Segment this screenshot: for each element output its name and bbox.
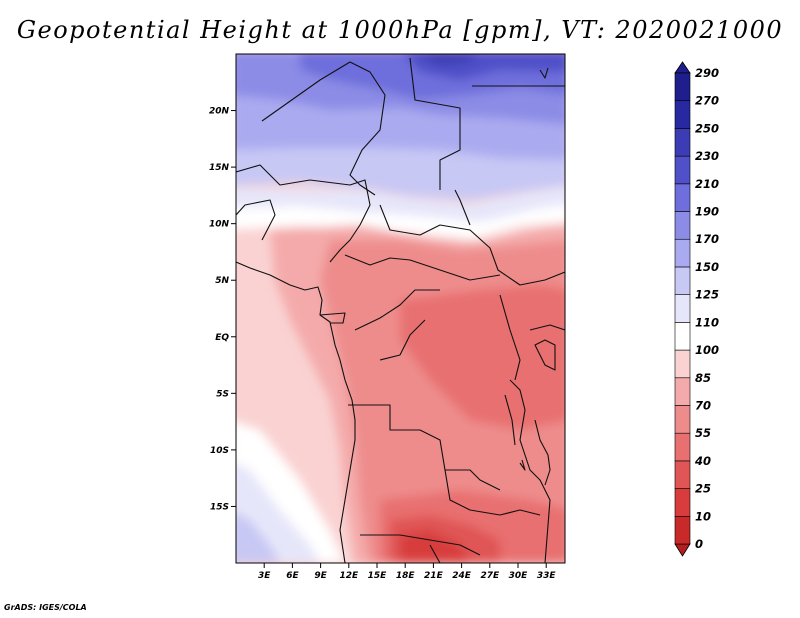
colorbar-swatch [674,460,691,489]
colorbar-swatch [674,515,691,545]
colorbar-level-label: 210 [695,177,719,191]
colorbar-swatch [674,155,691,185]
colorbar-swatch [674,349,691,379]
colorbar-swatch [674,488,691,517]
lat-tick-label: 20N [209,107,230,117]
colorbar-level-label: 270 [695,94,719,108]
colorbar-level-label: 0 [695,537,703,551]
colorbar-upper-triangle [674,61,691,74]
lat-tick-label: 10N [209,220,230,230]
colorbar-swatch [674,266,691,295]
colorbar-swatch [674,128,691,157]
colorbar-swatch [674,238,691,268]
lat-tick-label: 15S [210,502,229,512]
lon-tick-label: 3E [258,571,271,581]
colorbar-lower-triangle [674,543,691,557]
lon-tick-label: 18E [396,571,416,581]
colorbar-swatch [674,432,691,462]
lon-tick-label: 12E [339,571,359,581]
grads-credit: GrADS: IGES/COLA [4,603,87,612]
latitude-axis: 20N 15N 10N 5N EQ 5S 10S 15S [209,107,236,512]
colorbar-swatch [674,405,691,434]
colorbar-level-label: 110 [695,315,719,329]
colorbar-level-label: 40 [694,454,711,468]
colorbar-swatch [674,72,691,102]
colorbar-level-label: 125 [695,288,719,302]
lat-tick-label: EQ [215,333,229,343]
lon-tick-label: 24E [452,571,472,581]
lon-tick-label: 27E [480,571,500,581]
colorbar-swatch [674,100,691,129]
colorbar-level-label: 290 [695,66,719,80]
colorbar-level-label: 100 [695,343,719,357]
colorbar-swatch [674,211,691,240]
longitude-axis: 3E 6E 9E 12E 15E 18E 21E 24E 27E 30E 33E [258,563,556,581]
chart-title: Geopotential Height at 1000hPa [gpm], VT… [16,16,784,44]
lat-tick-label: 15N [209,163,230,173]
colorbar: 0 10 25 40 55 70 85 100 110 125 150 170 190 210 230 250… [674,61,719,557]
lat-tick-label: 5S [216,389,229,399]
colorbar-swatch [674,377,691,406]
colorbar-level-label: 70 [695,398,711,412]
lon-tick-label: 33E [537,571,557,581]
lat-tick-label: 5N [215,276,229,286]
colorbar-level-label: 250 [695,121,719,135]
colorbar-level-label: 230 [695,149,719,163]
colorbar-level-label: 10 [695,509,711,523]
lat-tick-label: 10S [210,446,229,456]
geopotential-height-field [236,54,565,563]
colorbar-level-label: 85 [695,371,711,385]
lon-tick-label: 6E [286,571,299,581]
colorbar-level-label: 170 [695,232,719,246]
lon-tick-label: 9E [314,571,327,581]
colorbar-swatch [674,183,691,212]
lon-tick-label: 21E [424,571,444,581]
colorbar-level-label: 25 [695,482,711,496]
colorbar-swatch [674,294,691,323]
colorbar-level-label: 55 [695,426,711,440]
colorbar-level-label: 190 [695,205,719,219]
lon-tick-label: 30E [509,571,529,581]
lon-tick-label: 15E [368,571,388,581]
colorbar-swatch [674,322,691,351]
map-frame [235,53,566,564]
country-boundaries [236,57,565,563]
colorbar-level-label: 150 [695,260,719,274]
